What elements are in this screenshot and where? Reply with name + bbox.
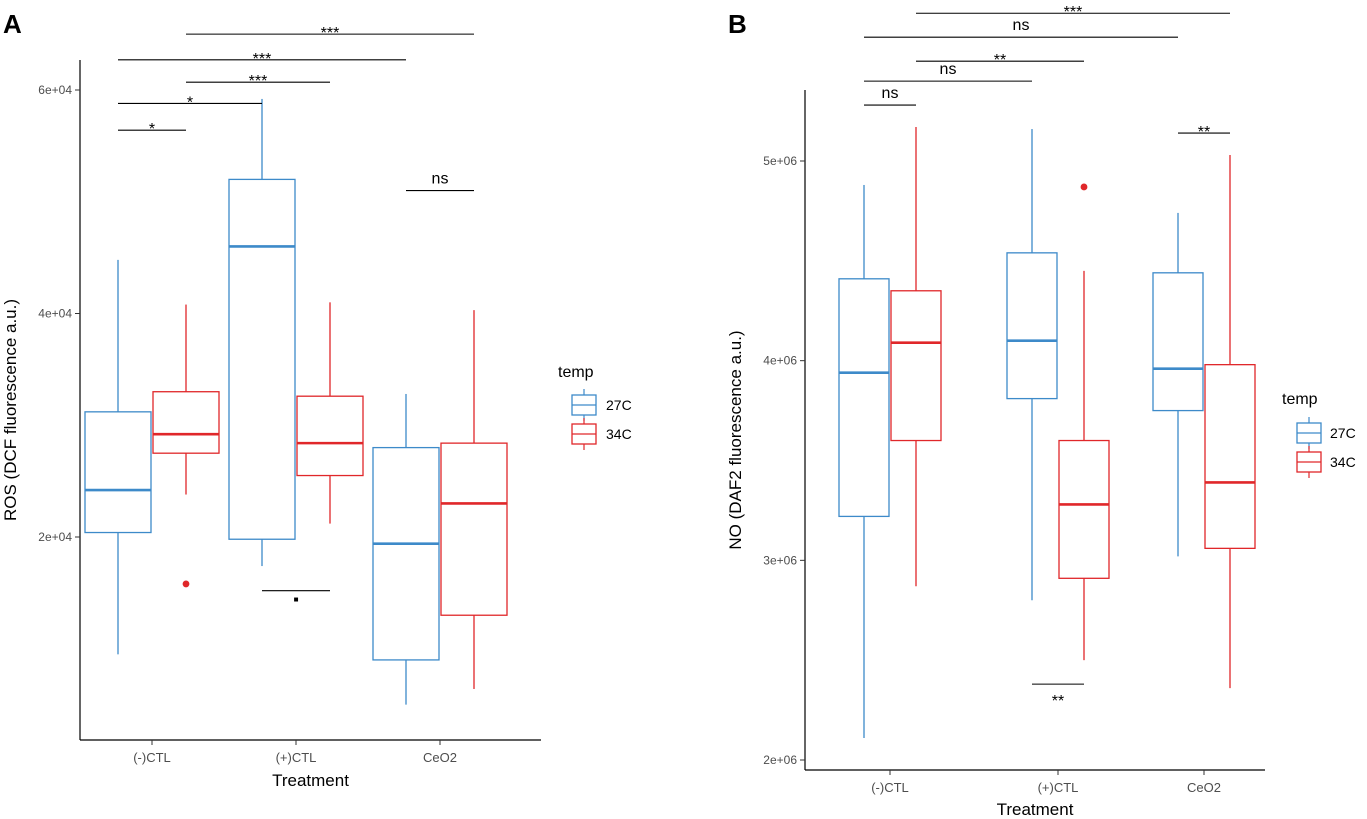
- significance-bracket: ns: [864, 85, 916, 106]
- legend-entry-34c: 34C: [571, 418, 632, 450]
- significance-bracket: *: [118, 121, 186, 138]
- legend-label: 34C: [1330, 454, 1356, 470]
- significance-label: **: [1198, 124, 1210, 141]
- significance-bracket: ***: [186, 25, 474, 42]
- significance-label: ns: [882, 85, 899, 102]
- significance-bracket: **: [1178, 124, 1230, 141]
- iqr-box: [372, 446, 440, 661]
- y-tick-label: 6e+04: [38, 83, 72, 97]
- significance-bracket: **: [1032, 683, 1084, 710]
- significance-label: ▪: [293, 592, 299, 609]
- x-tick-label: (+)CTL: [1038, 780, 1079, 795]
- significance-bracket: ***: [118, 51, 406, 68]
- box-ctl-27c: [84, 259, 152, 655]
- significance-bracket: ns: [864, 61, 1032, 82]
- significance-bracket: *: [118, 94, 262, 111]
- iqr-box: [84, 411, 152, 534]
- legend-label: 34C: [606, 426, 632, 442]
- iqr-box: [1058, 439, 1110, 579]
- box-ceo2-27c: [1152, 212, 1204, 557]
- box-ctl-27c: [1006, 129, 1058, 601]
- legend-title: temp: [1282, 391, 1318, 408]
- legend-entry-27c: 27C: [571, 389, 632, 421]
- panel-label: A: [3, 9, 22, 39]
- y-tick-label: 2e+04: [38, 530, 72, 544]
- iqr-box: [1152, 272, 1204, 412]
- iqr-box: [296, 395, 364, 477]
- significance-bracket: ***: [916, 4, 1230, 21]
- box-ceo2-27c: [372, 393, 440, 705]
- y-tick-label: 5e+06: [763, 154, 797, 168]
- iqr-box: [890, 290, 942, 442]
- significance-label: *: [187, 94, 193, 111]
- significance-label: ns: [432, 171, 449, 188]
- significance-label: ***: [253, 51, 272, 68]
- box-ctl-34c: [1058, 183, 1110, 661]
- significance-bracket: ***: [186, 73, 330, 90]
- significance-label: ***: [1064, 4, 1083, 21]
- box-ctl-27c: [228, 98, 296, 567]
- iqr-box: [1006, 252, 1058, 400]
- panel-label: B: [728, 9, 747, 39]
- significance-label: ns: [940, 61, 957, 78]
- legend-label: 27C: [1330, 425, 1356, 441]
- y-tick-label: 3e+06: [763, 553, 797, 567]
- box-ctl-34c: [890, 127, 942, 587]
- box-ctl-27c: [838, 184, 890, 739]
- iqr-box: [1204, 364, 1256, 550]
- iqr-box: [228, 178, 296, 540]
- iqr-box: [440, 442, 508, 616]
- y-axis-title: ROS (DCF fluorescence a.u.): [1, 299, 20, 521]
- y-tick-label: 4e+04: [38, 307, 72, 321]
- significance-label: **: [1052, 693, 1064, 710]
- legend-title: temp: [558, 364, 594, 381]
- outlier-point: [182, 580, 190, 588]
- panel-b: B 2e+06 3e+06 4e+06 5e+06 (-)CTL (+)CTL CeO2 Tre…: [726, 4, 1356, 819]
- significance-label: **: [994, 52, 1006, 69]
- significance-bracket: ▪: [262, 590, 330, 609]
- x-tick-label: (-)CTL: [871, 780, 909, 795]
- significance-bracket: ns: [864, 17, 1178, 38]
- box-ceo2-34c: [1204, 155, 1256, 689]
- panel-a: A 2e+04 4e+04 6e+04 (-)CTL (+)CTL CeO2 Treatmen…: [1, 9, 632, 790]
- iqr-box: [838, 278, 890, 518]
- y-axis-title: NO (DAF2 fluorescence a.u.): [726, 330, 745, 549]
- legend-label: 27C: [606, 397, 632, 413]
- legend-entry-34c: 34C: [1296, 446, 1356, 478]
- significance-label: *: [149, 121, 155, 138]
- x-tick-label: (+)CTL: [276, 750, 317, 765]
- y-tick-label: 2e+06: [763, 753, 797, 767]
- box-ctl-34c: [152, 304, 220, 588]
- x-tick-label: CeO2: [1187, 780, 1221, 795]
- x-tick-label: CeO2: [423, 750, 457, 765]
- x-axis-title: Treatment: [997, 800, 1074, 819]
- x-tick-label: (-)CTL: [133, 750, 171, 765]
- significance-bracket: **: [916, 52, 1084, 69]
- significance-label: ***: [321, 25, 340, 42]
- significance-label: ns: [1013, 17, 1030, 34]
- x-axis-title: Treatment: [272, 771, 349, 790]
- box-ctl-34c: [296, 302, 364, 524]
- significance-label: ***: [249, 73, 268, 90]
- outlier-point: [1080, 183, 1088, 191]
- y-tick-label: 4e+06: [763, 354, 797, 368]
- legend-entry-27c: 27C: [1296, 417, 1356, 449]
- box-ceo2-34c: [440, 310, 508, 689]
- iqr-box: [152, 391, 220, 454]
- significance-bracket: ns: [406, 171, 474, 192]
